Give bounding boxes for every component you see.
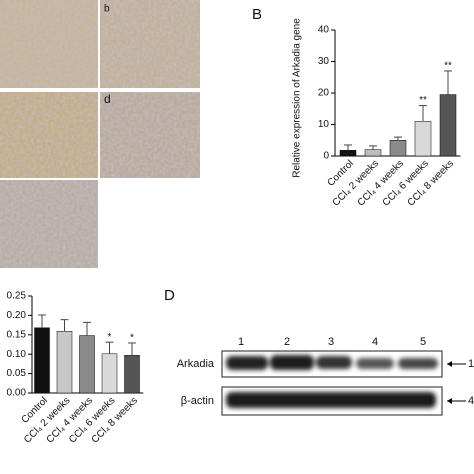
lane-label: 3 bbox=[328, 336, 334, 348]
y-tick-label: 40 bbox=[318, 25, 330, 36]
y-tick-label: 0.10 bbox=[7, 349, 27, 360]
panel-letter: b bbox=[104, 4, 110, 15]
y-tick-label: 0.15 bbox=[7, 329, 27, 340]
bar bbox=[124, 355, 140, 394]
marker-label: 4 bbox=[468, 395, 474, 407]
lane-label: 2 bbox=[284, 336, 290, 348]
significance: * bbox=[130, 333, 134, 344]
y-tick-label: 0.00 bbox=[7, 388, 27, 399]
y-tick-label: 0.20 bbox=[7, 310, 27, 321]
error-bar bbox=[60, 319, 69, 332]
row-label: β-actin bbox=[181, 395, 214, 407]
marker-label: 1 bbox=[468, 358, 474, 370]
panel-label: D bbox=[164, 287, 175, 304]
lane-label: 1 bbox=[238, 336, 244, 348]
bar bbox=[364, 149, 382, 157]
error-bar bbox=[369, 145, 377, 150]
panel-letter: d bbox=[104, 92, 111, 106]
bar bbox=[339, 150, 357, 157]
error-bar bbox=[38, 314, 46, 328]
bar bbox=[389, 140, 407, 157]
lane-label: 4 bbox=[372, 336, 378, 348]
histology: b d bbox=[0, 0, 200, 268]
y-tick-label: 0.05 bbox=[7, 368, 27, 379]
bar bbox=[101, 353, 118, 394]
error-bar bbox=[344, 144, 352, 151]
y-tick-label: 20 bbox=[318, 88, 330, 99]
western-blot bbox=[221, 350, 443, 416]
bar bbox=[79, 335, 95, 394]
arrowhead bbox=[447, 398, 452, 404]
panel-label: B bbox=[252, 6, 262, 23]
error-bar bbox=[394, 136, 402, 141]
lane-label: 5 bbox=[420, 336, 426, 348]
significance: ** bbox=[444, 61, 452, 72]
bar bbox=[414, 121, 432, 157]
error-bar bbox=[128, 342, 136, 356]
error-bar bbox=[83, 321, 91, 336]
y-axis-label: Relative expression of Arkadia gene bbox=[292, 18, 303, 178]
error-bar bbox=[105, 341, 114, 354]
error-bar bbox=[419, 105, 427, 122]
arrowhead bbox=[447, 361, 452, 367]
error-bar bbox=[444, 70, 452, 95]
row-label: Arkadia bbox=[177, 358, 215, 370]
significance: ** bbox=[419, 95, 427, 106]
y-tick-label: 30 bbox=[318, 56, 330, 67]
significance: * bbox=[108, 332, 112, 343]
y-tick-label: 10 bbox=[318, 119, 330, 130]
y-tick-label: 0 bbox=[323, 151, 329, 162]
y-tick-label: 0.25 bbox=[7, 291, 27, 302]
bar bbox=[34, 327, 50, 394]
bar bbox=[439, 94, 457, 157]
bar bbox=[56, 331, 73, 394]
